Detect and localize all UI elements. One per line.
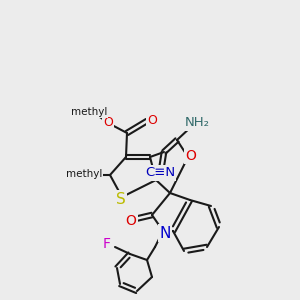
Text: F: F	[103, 237, 111, 251]
Text: S: S	[116, 191, 126, 206]
Text: methyl: methyl	[66, 169, 102, 179]
Text: methyl: methyl	[71, 107, 107, 117]
Text: O: O	[103, 116, 113, 130]
Text: N: N	[159, 226, 171, 241]
Text: C≡N: C≡N	[145, 167, 175, 179]
Text: O: O	[186, 149, 196, 163]
Text: O: O	[147, 113, 157, 127]
Text: O: O	[126, 214, 136, 228]
Text: NH₂: NH₂	[184, 116, 209, 130]
